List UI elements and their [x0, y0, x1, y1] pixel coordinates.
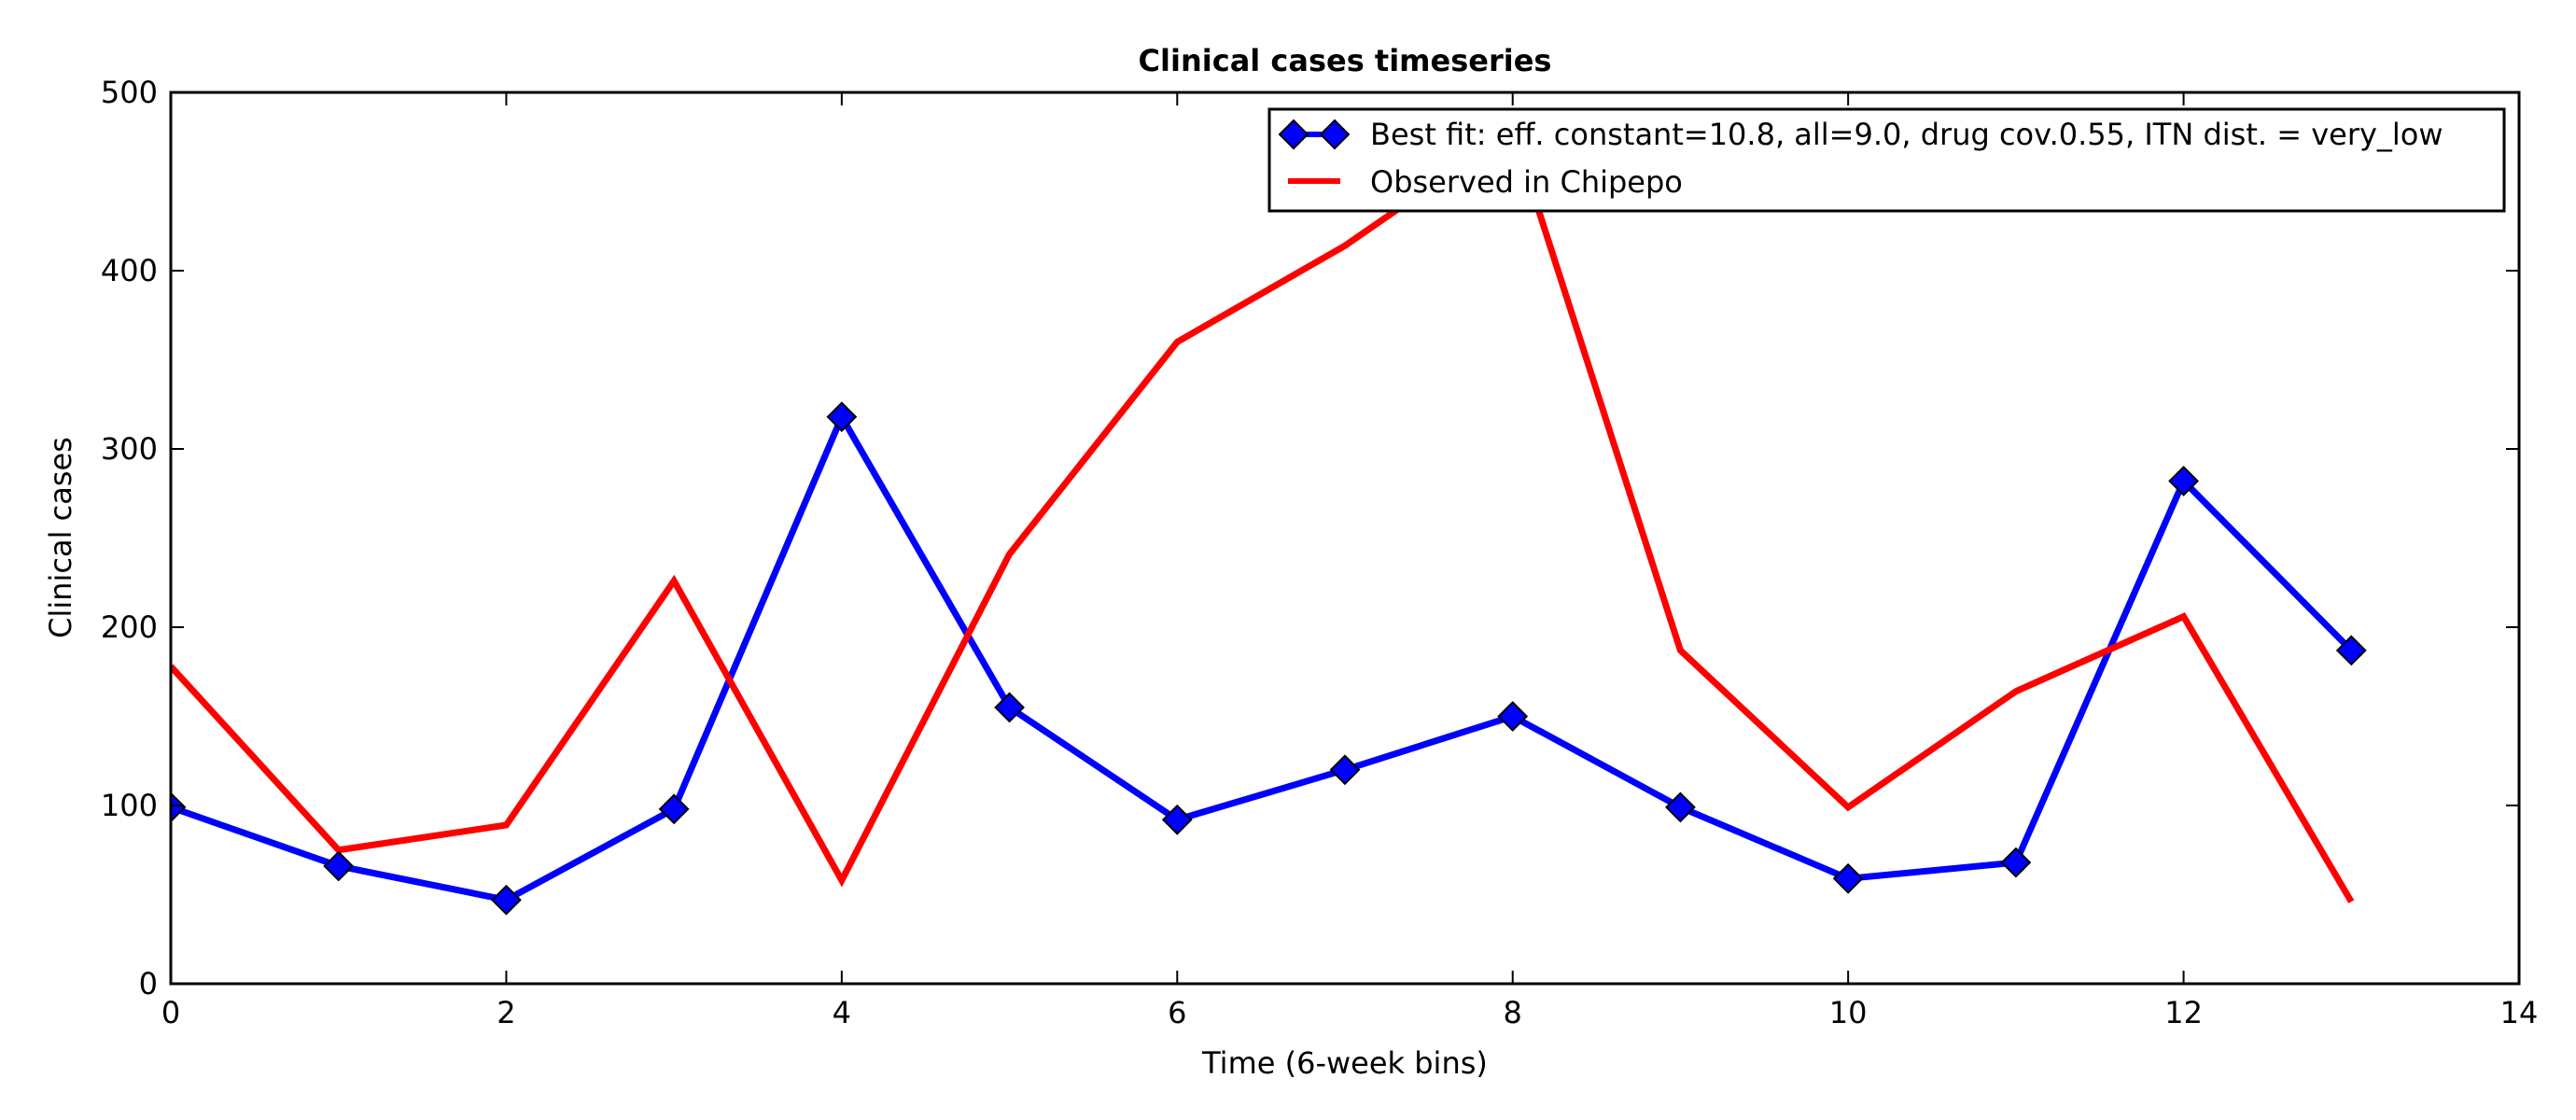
y-tick-label: 0 — [139, 966, 158, 1001]
y-tick-label: 300 — [101, 431, 158, 467]
y-tick-label: 200 — [101, 609, 158, 645]
series-0-marker — [1497, 701, 1529, 732]
legend-marker-best-fit — [1278, 119, 1309, 150]
legend-label-best-fit: Best fit: eff. constant=10.8, all=9.0, d… — [1370, 117, 2443, 152]
legend: Best fit: eff. constant=10.8, all=9.0, d… — [1267, 107, 2506, 213]
series-0-marker — [826, 401, 858, 433]
series-0-marker — [1161, 804, 1193, 835]
x-tick-label: 10 — [1829, 995, 1868, 1030]
series-line-0 — [171, 409, 2354, 903]
series-0-marker — [2335, 635, 2367, 666]
y-tick-label: 500 — [101, 75, 158, 110]
x-tick-label: 0 — [161, 995, 180, 1030]
chart-title: Clinical cases timeseries — [1139, 43, 1552, 78]
plot-frame — [169, 91, 2521, 986]
series-0-marker — [171, 791, 187, 823]
series-0-marker — [1665, 791, 1696, 823]
series-layer — [171, 124, 2367, 916]
x-axis-label: Time (6-week bins) — [1201, 1045, 1488, 1081]
legend-label-observed: Observed in Chipepo — [1370, 164, 1683, 200]
x-tick-label: 6 — [1168, 995, 1186, 1030]
series-0-marker — [2168, 465, 2199, 497]
x-tick-label: 8 — [1504, 995, 1522, 1030]
x-tick-label: 14 — [2500, 995, 2539, 1030]
x-tick-label: 4 — [833, 995, 851, 1030]
series-0-marker — [491, 884, 522, 916]
series-0-marker — [323, 850, 355, 882]
series-0-marker — [658, 793, 690, 825]
series-line-1 — [171, 124, 2355, 903]
y-tick-label: 400 — [101, 253, 158, 288]
x-tick-label: 2 — [497, 995, 515, 1030]
x-tick-label: 12 — [2164, 995, 2203, 1030]
series-0-marker — [2000, 847, 2032, 878]
series-0-marker — [994, 692, 1025, 723]
series-0-marker — [1832, 862, 1864, 894]
series-0-marker — [1329, 754, 1361, 786]
legend-marker-best-fit — [1319, 119, 1351, 150]
y-axis-label: Clinical cases — [43, 437, 78, 638]
y-tick-label: 100 — [101, 788, 158, 823]
ticks-layer: 0 2 4 6 8 10 12 14 0 100 200 300 400 500 — [101, 75, 2538, 1030]
legend-box — [1267, 107, 2506, 213]
